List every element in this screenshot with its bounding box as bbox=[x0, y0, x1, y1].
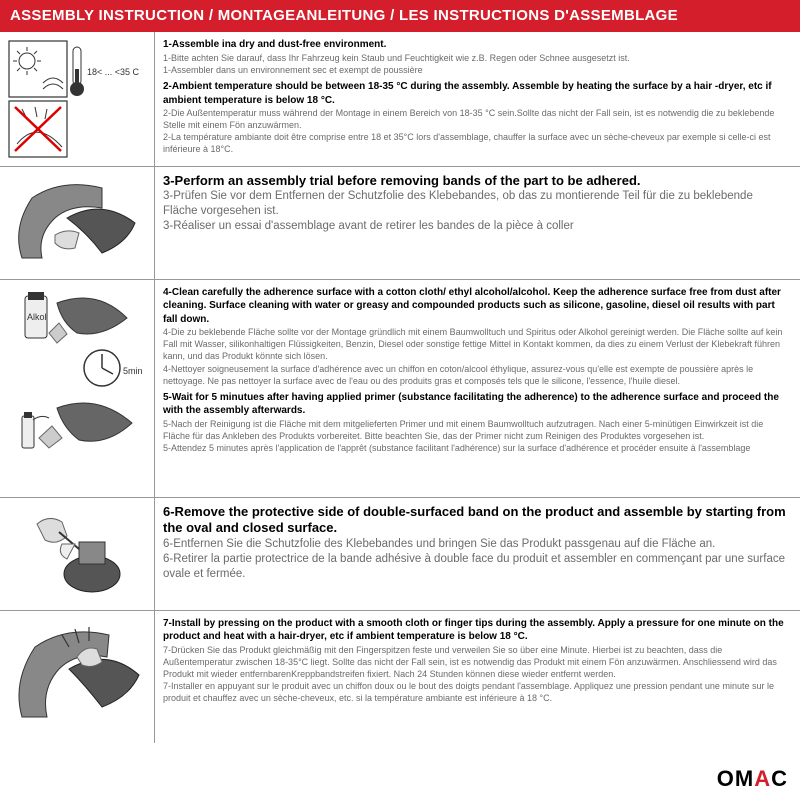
step-icon bbox=[0, 498, 155, 610]
step-heading: 4-Clean carefully the adherence surface … bbox=[163, 286, 790, 327]
svg-text:Alkol: Alkol bbox=[27, 312, 47, 322]
instruction-row: Alkol 5min 4-Clean carefully the adheren… bbox=[0, 279, 800, 497]
step-heading: 1-Assemble ina dry and dust-free environ… bbox=[163, 38, 790, 52]
step-heading: 2-Ambient temperature should be between … bbox=[163, 80, 790, 107]
step-heading: 7-Install by pressing on the product wit… bbox=[163, 617, 790, 644]
step-heading: 5-Wait for 5 minutues after having appli… bbox=[163, 391, 790, 418]
step-translation: 2-Die Außentemperatur muss während der M… bbox=[163, 107, 790, 131]
instruction-row: 3-Perform an assembly trial before remov… bbox=[0, 166, 800, 279]
step-translation: 6-Entfernen Sie die Schutzfolie des Kleb… bbox=[163, 537, 790, 552]
step-text: 7-Install by pressing on the product wit… bbox=[155, 611, 800, 743]
step-translation: 5-Nach der Reinigung ist die Fläche mit … bbox=[163, 418, 790, 442]
step-translation: 5-Attendez 5 minutes après l'application… bbox=[163, 442, 790, 454]
instruction-row: 18< ... <35 C 1-Assemble ina dry and dus… bbox=[0, 32, 800, 165]
instruction-row: 7-Install by pressing on the product wit… bbox=[0, 610, 800, 743]
step-icon bbox=[0, 611, 155, 743]
brand-logo: OMAC bbox=[717, 764, 788, 794]
step-text: 3-Perform an assembly trial before remov… bbox=[155, 167, 800, 279]
svg-text:18< ... <35 C: 18< ... <35 C bbox=[87, 67, 140, 77]
svg-text:5min: 5min bbox=[123, 366, 143, 376]
step-icon: Alkol 5min bbox=[0, 280, 155, 497]
step-icon: 18< ... <35 C bbox=[0, 32, 155, 165]
step-translation: 4-Die zu beklebende Fläche sollte vor de… bbox=[163, 326, 790, 362]
instruction-table: 18< ... <35 C 1-Assemble ina dry and dus… bbox=[0, 32, 800, 742]
step-translation: 6-Retirer la partie protectrice de la ba… bbox=[163, 552, 790, 582]
step-translation: 7-Drücken Sie das Produkt gleichmäßig mi… bbox=[163, 644, 790, 680]
step-translation: 7-Installer en appuyant sur le produit a… bbox=[163, 680, 790, 704]
step-translation: 1-Bitte achten Sie darauf, dass Ihr Fahr… bbox=[163, 52, 790, 64]
header-bar: ASSEMBLY INSTRUCTION / MONTAGEANLEITUNG … bbox=[0, 0, 800, 32]
step-icon bbox=[0, 167, 155, 279]
step-translation: 4-Nettoyer soigneusement la surface d'ad… bbox=[163, 363, 790, 387]
step-translation: 3-Réaliser un essai d'assemblage avant d… bbox=[163, 219, 790, 234]
header-title: ASSEMBLY INSTRUCTION / MONTAGEANLEITUNG … bbox=[10, 7, 678, 24]
instruction-row: 6-Remove the protective side of double-s… bbox=[0, 497, 800, 610]
step-text: 4-Clean carefully the adherence surface … bbox=[155, 280, 800, 497]
step-translation: 3-Prüfen Sie vor dem Entfernen der Schut… bbox=[163, 189, 790, 219]
step-translation: 2-La température ambiante doit être comp… bbox=[163, 131, 790, 155]
step-translation: 1-Assembler dans un environnement sec et… bbox=[163, 64, 790, 76]
step-heading: 6-Remove the protective side of double-s… bbox=[163, 504, 790, 538]
step-text: 6-Remove the protective side of double-s… bbox=[155, 498, 800, 610]
step-heading: 3-Perform an assembly trial before remov… bbox=[163, 173, 790, 190]
step-text: 1-Assemble ina dry and dust-free environ… bbox=[155, 32, 800, 165]
